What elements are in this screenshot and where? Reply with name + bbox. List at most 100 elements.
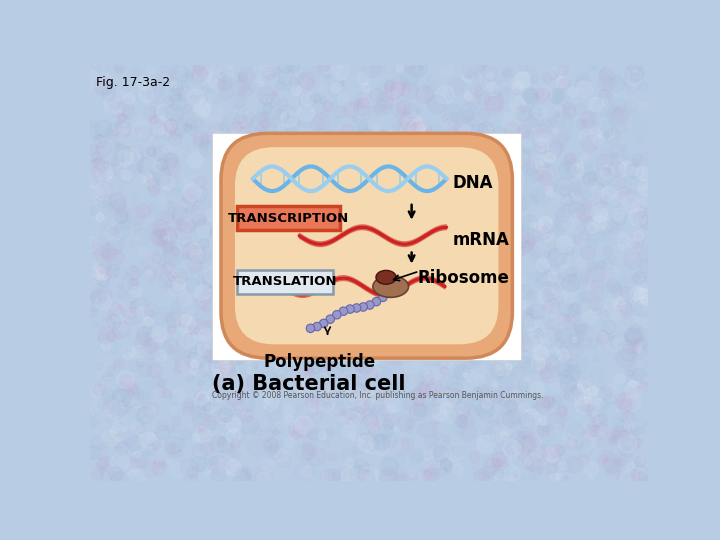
Circle shape [586,239,597,249]
Circle shape [163,243,174,253]
Circle shape [486,182,498,194]
Circle shape [85,271,96,282]
Circle shape [485,92,503,111]
Circle shape [139,87,154,102]
Circle shape [557,349,570,361]
Circle shape [564,387,580,402]
Circle shape [359,303,367,311]
Circle shape [555,94,562,101]
Circle shape [220,69,232,82]
Circle shape [131,265,137,271]
Circle shape [235,289,247,301]
Circle shape [199,239,209,248]
Circle shape [461,426,477,441]
Circle shape [259,377,269,387]
Circle shape [441,313,454,326]
Circle shape [503,67,514,78]
Circle shape [597,260,606,269]
Circle shape [351,340,365,354]
Circle shape [577,204,593,220]
Circle shape [475,163,487,175]
Circle shape [111,453,130,471]
Circle shape [230,82,244,96]
Circle shape [461,267,479,285]
Circle shape [623,340,638,355]
Circle shape [641,381,650,390]
Circle shape [601,98,608,104]
Circle shape [297,76,314,93]
Circle shape [426,380,441,395]
Circle shape [469,353,482,364]
Circle shape [412,123,421,132]
Circle shape [214,435,229,450]
Circle shape [396,110,411,125]
Circle shape [223,112,241,130]
Circle shape [248,333,261,345]
Circle shape [598,422,607,431]
Circle shape [618,340,634,356]
Circle shape [593,415,606,428]
Circle shape [124,307,142,325]
Circle shape [354,99,371,116]
Circle shape [541,171,549,179]
Circle shape [312,307,323,318]
Circle shape [355,476,361,483]
Circle shape [494,89,500,96]
Circle shape [338,325,346,331]
Circle shape [343,411,361,428]
Circle shape [225,144,234,154]
Circle shape [120,388,133,401]
Circle shape [568,132,572,137]
Circle shape [463,205,471,213]
Circle shape [336,338,346,348]
Circle shape [401,179,413,192]
Circle shape [396,220,412,235]
Circle shape [149,117,155,123]
Circle shape [434,219,451,237]
Circle shape [463,72,473,82]
Circle shape [107,417,114,424]
Circle shape [588,386,598,395]
Circle shape [633,368,647,382]
Circle shape [165,442,177,454]
Circle shape [278,454,291,467]
Circle shape [266,280,276,289]
Text: mRNA: mRNA [453,231,510,249]
Circle shape [230,451,236,457]
Circle shape [231,264,243,275]
Circle shape [434,237,446,248]
Circle shape [447,332,456,341]
Circle shape [626,329,640,343]
Circle shape [374,239,390,255]
Circle shape [274,109,289,123]
Circle shape [189,327,197,334]
Circle shape [290,129,302,140]
Circle shape [438,202,449,213]
Circle shape [549,399,559,408]
Circle shape [131,286,142,297]
Circle shape [602,84,608,90]
Circle shape [517,356,536,375]
Circle shape [615,393,631,409]
Circle shape [137,165,142,171]
Circle shape [340,410,346,416]
Circle shape [405,104,419,118]
Circle shape [106,267,114,275]
Circle shape [445,456,454,464]
Circle shape [582,311,598,326]
Circle shape [462,158,480,176]
Circle shape [241,342,255,355]
Circle shape [335,170,345,180]
Circle shape [593,307,602,316]
Circle shape [516,234,525,242]
Circle shape [308,448,326,465]
Circle shape [353,239,370,256]
Circle shape [474,87,483,97]
Circle shape [233,284,241,291]
Circle shape [101,470,112,482]
Circle shape [111,303,129,321]
Circle shape [154,455,166,467]
Circle shape [436,276,447,287]
Circle shape [440,367,449,375]
Circle shape [154,448,167,461]
